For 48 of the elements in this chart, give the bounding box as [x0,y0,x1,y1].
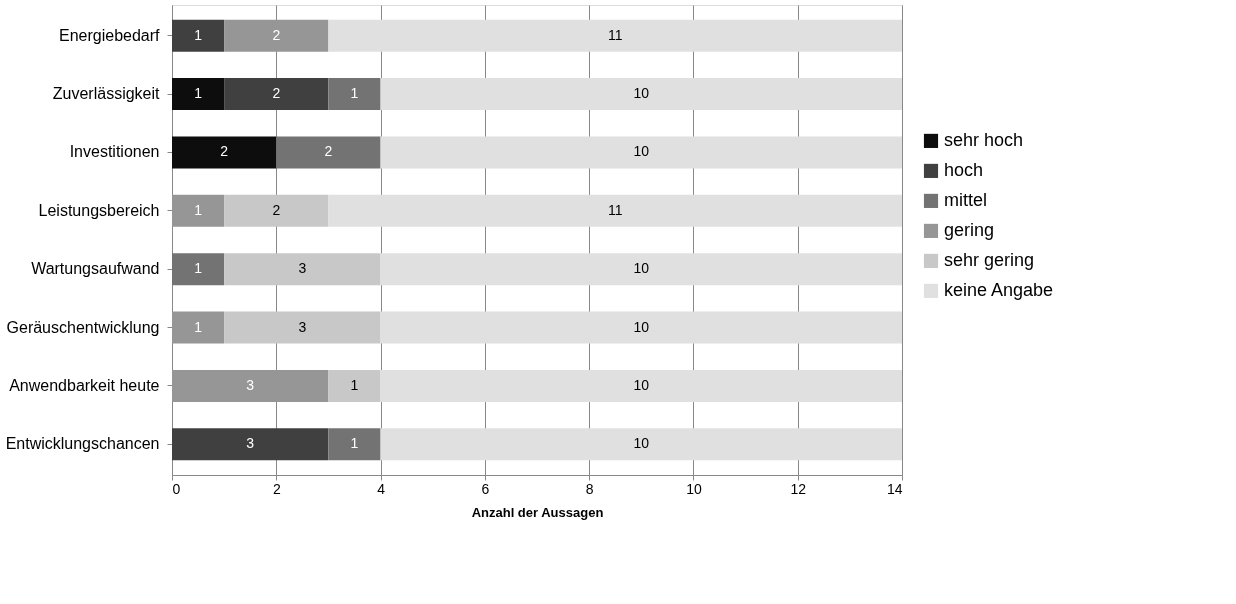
legend-label: sehr gering [944,249,1035,270]
y-tick-label: Investitionen [69,143,160,161]
data-label: 3 [298,318,307,335]
x-tick-label: 12 [790,480,807,497]
data-label: 1 [350,435,359,452]
legend-label: keine Angabe [944,279,1054,300]
data-label: 10 [633,376,650,393]
data-label: 1 [194,318,203,335]
x-tick-label: 8 [585,480,594,497]
data-label: 1 [194,85,203,102]
data-label: 3 [298,260,307,277]
data-label: 2 [272,85,281,102]
y-tick-label: Anwendbarkeit heute [9,376,160,394]
y-tick-label: Leistungsbereich [38,201,160,219]
legend-label: sehr hoch [944,129,1024,150]
data-label: 1 [194,26,203,43]
y-tick-label: Geräuschentwicklung [6,318,160,336]
y-tick-label: Zuverlässigkeit [52,85,161,103]
data-label: 1 [194,260,203,277]
y-tick-label: Energiebedarf [58,26,161,44]
data-label: 3 [246,435,255,452]
data-label: 2 [220,143,229,160]
data-label: 2 [272,201,281,218]
y-tick-label: Entwicklungschancen [5,435,160,453]
data-label: 1 [350,376,359,393]
x-tick-label: 4 [377,480,386,497]
data-label: 10 [633,260,650,277]
data-label: 2 [324,143,333,160]
legend-label: mittel [944,189,988,210]
data-label: 10 [633,435,650,452]
data-label: 10 [633,143,650,160]
x-tick-label: 10 [686,480,702,497]
legend-label: hoch [944,159,984,180]
x-tick-label: 6 [481,480,490,497]
data-label: 3 [246,376,255,393]
data-label: 10 [633,85,650,102]
data-label: 10 [633,318,650,335]
data-label: 1 [350,85,359,102]
x-tick-label: 14 [886,480,903,497]
data-label: 11 [607,26,623,43]
x-axis-title: Anzahl der Aussagen [471,504,604,520]
data-label: 11 [607,201,623,218]
x-tick-label: 0 [172,480,181,497]
y-tick-label: Wartungsaufwand [31,260,160,278]
data-label: 2 [272,26,281,43]
data-label: 1 [194,201,203,218]
legend-label: gering [944,219,995,240]
x-tick-label: 2 [272,480,281,497]
